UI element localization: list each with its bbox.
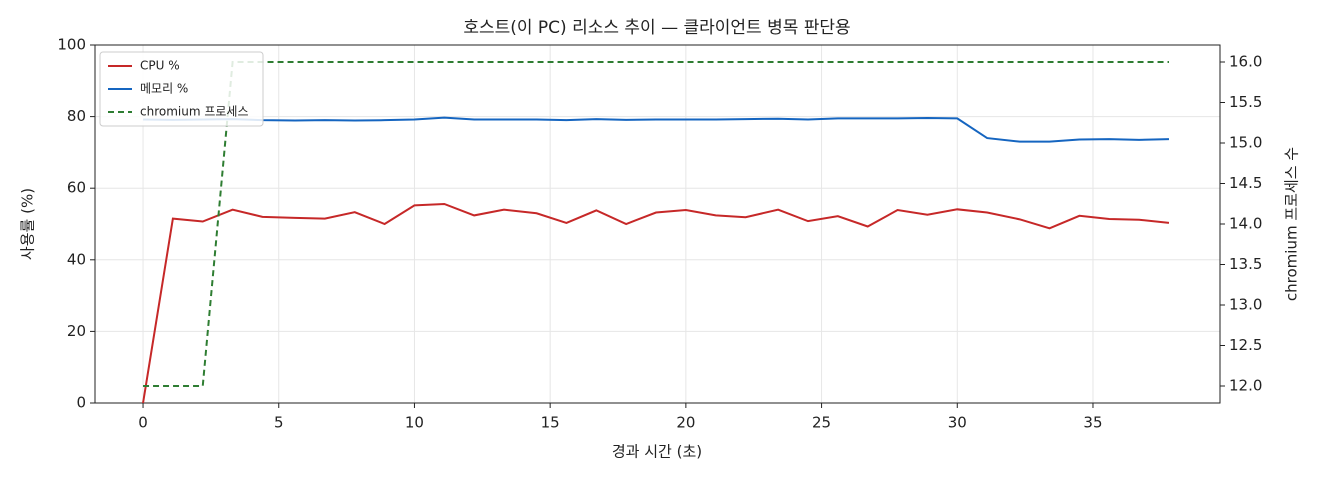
plot-frame — [94, 44, 1221, 404]
x-tick-label: 0 — [138, 414, 148, 432]
y-tick-label: 60 — [67, 179, 86, 197]
y2-tick-label: 16.0 — [1229, 53, 1262, 71]
y-tick-label: 80 — [67, 107, 86, 125]
y2-tick-label: 13.5 — [1229, 255, 1262, 273]
x-tick-label: 5 — [274, 414, 284, 432]
y2-tick-label: 12.0 — [1229, 376, 1262, 394]
y2-tick-label: 15.0 — [1229, 134, 1262, 152]
y-tick-label: 100 — [57, 36, 86, 54]
y2-tick-label: 15.5 — [1229, 93, 1262, 111]
legend-label: 메모리 % — [140, 82, 188, 96]
legend-box — [99, 51, 264, 127]
legend-label: chromium 프로세스 — [140, 105, 249, 119]
x-tick-label: 35 — [1083, 414, 1102, 432]
chart-title: 호스트(이 PC) 리소스 추이 — 클라이언트 병목 판단용 — [463, 18, 850, 38]
series-line — [143, 116, 1169, 143]
x-axis-label: 경과 시간 (초) — [612, 443, 702, 461]
y-tick-label: 0 — [76, 394, 86, 412]
y-tick-label: 20 — [67, 322, 86, 340]
x-tick-label: 10 — [405, 414, 424, 432]
x-tick-label: 20 — [676, 414, 695, 432]
y2-axis-label: chromium 프로세스 수 — [1283, 147, 1301, 301]
y-tick-label: 40 — [67, 250, 86, 268]
y2-tick-label: 13.0 — [1229, 295, 1262, 313]
y-axis-label: 사용률 (%) — [19, 188, 37, 260]
x-tick-label: 25 — [812, 414, 831, 432]
x-tick-label: 15 — [541, 414, 560, 432]
y2-tick-label: 12.5 — [1229, 336, 1262, 354]
x-tick-label: 30 — [948, 414, 967, 432]
y2-tick-label: 14.0 — [1229, 215, 1262, 233]
series-line — [142, 202, 1170, 404]
legend-label: CPU % — [140, 59, 180, 73]
series-line — [143, 61, 1169, 387]
y2-tick-label: 14.5 — [1229, 174, 1262, 192]
